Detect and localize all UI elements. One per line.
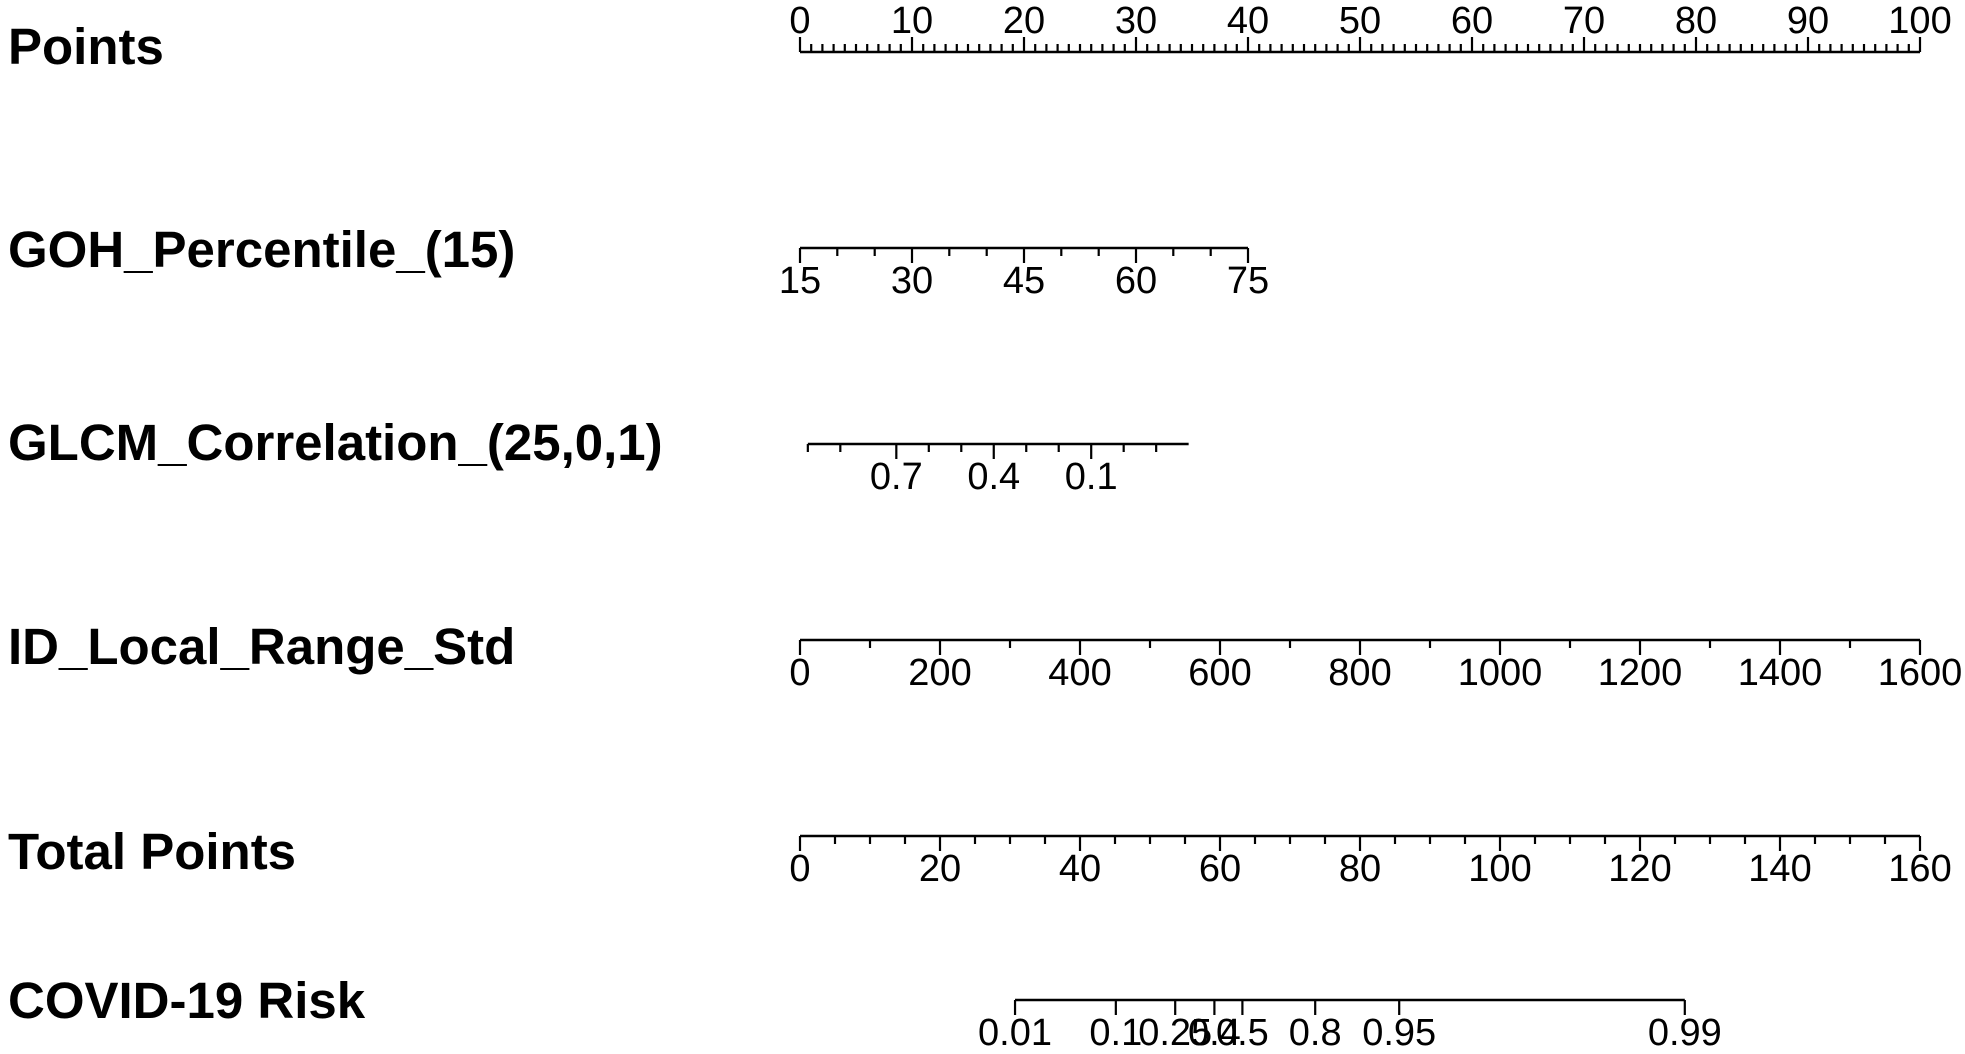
tick-label: 0.25: [1138, 1012, 1212, 1054]
row-id-local-range-std: ID_Local_Range_Std 0 200 400 600 800 1000 1200 1…: [8, 618, 1962, 694]
row-label-goh-percentile-15: GOH_Percentile_(15): [8, 221, 515, 278]
tick-label: 60: [1199, 848, 1241, 890]
tick-label: 140: [1748, 848, 1811, 890]
tick-label: 15: [779, 260, 821, 302]
tick-label: 1600: [1878, 652, 1963, 694]
tick-label: 0.1: [1089, 1012, 1142, 1054]
row-label-id-local-range-std: ID_Local_Range_Std: [8, 618, 515, 675]
tick-label: 0: [789, 0, 810, 42]
tick-label: 60: [1451, 0, 1493, 42]
tick-label: 40: [1059, 848, 1101, 890]
tick-label: 200: [908, 652, 971, 694]
tick-label: 45: [1003, 260, 1045, 302]
tick-label: 80: [1339, 848, 1381, 890]
tick-label: 20: [1003, 0, 1045, 42]
tick-label: 800: [1328, 652, 1391, 694]
tick-label: 30: [891, 260, 933, 302]
tick-label: 30: [1115, 0, 1157, 42]
row-glcm-correlation-25-0-1: GLCM_Correlation_(25,0,1) 0.7 0.4 0.1: [8, 414, 1189, 498]
tick-label: 50: [1339, 0, 1381, 42]
tick-label: 70: [1563, 0, 1605, 42]
tick-label: 1200: [1598, 652, 1683, 694]
tick-label: 100: [1888, 0, 1951, 42]
tick-label: 1400: [1738, 652, 1823, 694]
tick-label: 0: [789, 848, 810, 890]
tick-label: 0.7: [870, 456, 923, 498]
tick-label: 40: [1227, 0, 1269, 42]
tick-label: 0.1: [1065, 456, 1118, 498]
row-points: Points 0 10 20 30 40 50 60 70 80 90 100: [8, 0, 1952, 75]
tick-label: 80: [1675, 0, 1717, 42]
tick-label: 0.4: [1188, 1012, 1241, 1054]
tick-label: 1000: [1458, 652, 1543, 694]
row-total-points: Total Points 0 20 40 60 80 100 120 140 160: [8, 823, 1952, 890]
tick-label: 0.95: [1362, 1012, 1436, 1054]
tick-label: 60: [1115, 260, 1157, 302]
row-goh-percentile-15: GOH_Percentile_(15) 15 30 45 60 75: [8, 221, 1269, 302]
tick-label: 0.4: [967, 456, 1020, 498]
tick-label: 160: [1888, 848, 1951, 890]
tick-label: 0.99: [1648, 1012, 1722, 1054]
row-label-points: Points: [8, 18, 164, 75]
tick-label: 0: [789, 652, 810, 694]
tick-label: 0.01: [978, 1012, 1052, 1054]
row-label-glcm-correlation-25-0-1: GLCM_Correlation_(25,0,1): [8, 414, 663, 471]
row-label-total-points: Total Points: [8, 823, 296, 880]
tick-label: 75: [1227, 260, 1269, 302]
tick-label: 100: [1468, 848, 1531, 890]
row-covid-19-risk: COVID-19 Risk 0.01 0.10.250.40.5 0.8 0.95 0.9…: [8, 972, 1722, 1054]
tick-label: 600: [1188, 652, 1251, 694]
row-label-covid-19-risk: COVID-19 Risk: [8, 972, 366, 1029]
tick-label: 400: [1048, 652, 1111, 694]
tick-label: 10: [891, 0, 933, 42]
tick-label: 120: [1608, 848, 1671, 890]
tick-label: 0.5: [1216, 1012, 1269, 1054]
tick-label: 0.8: [1289, 1012, 1342, 1054]
tick-label: 20: [919, 848, 961, 890]
tick-label: 90: [1787, 0, 1829, 42]
